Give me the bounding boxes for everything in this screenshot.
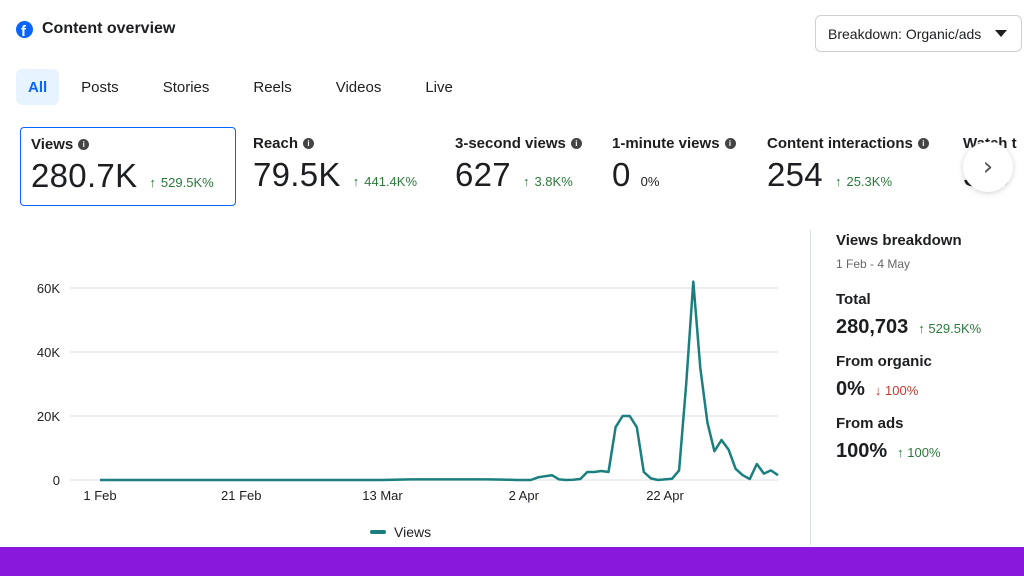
views-breakdown-panel: Views breakdown 1 Feb - 4 May Total 280,…: [836, 232, 1021, 463]
chart-x-axis: 1 Feb 21 Feb 13 Mar 2 Apr 22 Apr: [83, 488, 684, 503]
tab-posts[interactable]: Posts: [81, 78, 119, 96]
legend-swatch: [370, 530, 386, 534]
metric-value: 254: [767, 156, 823, 193]
views-line-chart: 0 20K 40K 60K 1 Feb 21 Feb 13 Mar 2 Apr 22 Apr: [37, 280, 779, 503]
metric-card-views[interactable]: Views i 280.7K ↑ 529.5K%: [20, 127, 236, 206]
x-tick-label: 21 Feb: [221, 488, 261, 503]
y-tick-label: 60K: [37, 281, 60, 296]
total-change: ↑ 529.5K%: [918, 321, 982, 336]
x-tick-label: 1 Feb: [83, 488, 116, 503]
metric-label: Views: [31, 136, 74, 153]
tab-all[interactable]: All: [16, 69, 60, 105]
x-tick-label: 22 Apr: [646, 488, 684, 503]
arrow-up-icon: ↑: [149, 175, 156, 190]
caret-down-icon: [995, 30, 1007, 37]
metric-change: ↑ 25.3K%: [834, 174, 893, 189]
chart-gridlines: [70, 287, 778, 481]
metric-change: ↑ 441.4K%: [352, 174, 418, 189]
tab-stories[interactable]: Stories: [162, 78, 210, 96]
arrow-up-icon: ↑: [834, 174, 842, 189]
total-value: 280,703: [836, 316, 909, 338]
info-icon[interactable]: i: [78, 139, 90, 150]
facebook-icon: f: [16, 20, 33, 38]
info-icon[interactable]: i: [724, 138, 736, 149]
y-tick-label: 0: [53, 473, 60, 488]
ads-value: 100%: [836, 440, 888, 462]
date-range: 1 Feb - 4 May: [836, 257, 911, 271]
metric-label: Content interactions: [767, 135, 913, 152]
info-icon[interactable]: i: [917, 138, 929, 149]
chart-y-axis: 0 20K 40K 60K: [37, 281, 60, 488]
metric-change: ↑ 3.8K%: [522, 174, 573, 189]
divider: [810, 230, 811, 545]
tab-reels[interactable]: Reels: [253, 78, 292, 96]
chevron-right-icon[interactable]: ›: [963, 142, 1013, 192]
content-type-tabs: All Posts Stories Reels Videos Live: [16, 69, 475, 105]
y-tick-label: 40K: [37, 345, 60, 360]
organic-change: ↓ 100%: [874, 383, 919, 398]
metric-label: 3-second views: [455, 135, 566, 152]
metric-card-3-second-views[interactable]: 3-second views i 627 ↑ 3.8K%: [445, 127, 582, 206]
tab-videos[interactable]: Videos: [335, 78, 382, 96]
tab-live[interactable]: Live: [425, 78, 453, 96]
x-tick-label: 2 Apr: [509, 488, 540, 503]
views-series-line: [100, 280, 779, 482]
legend-label: Views: [394, 524, 432, 540]
footer-bar: [0, 547, 1024, 576]
arrow-up-icon: ↑: [522, 174, 530, 189]
ads-label: From ads: [836, 415, 904, 432]
metric-card-1-minute-views[interactable]: 1-minute views i 0 0%: [602, 127, 736, 206]
metric-change: 0%: [640, 174, 660, 189]
arrow-up-icon: ↑: [352, 174, 360, 189]
metric-card-reach[interactable]: Reach i 79.5K ↑ 441.4K%: [243, 127, 417, 206]
ads-change: ↑ 100%: [897, 445, 941, 460]
metric-cards: Views i 280.7K ↑ 529.5K% Reach i 79.5K ↑ 441…: [20, 127, 1024, 207]
metric-value: 280.7K: [31, 157, 138, 194]
y-tick-label: 20K: [37, 409, 60, 424]
x-tick-label: 13 Mar: [362, 488, 403, 503]
metric-change: ↑ 529.5K%: [149, 175, 214, 190]
metric-label: Reach: [253, 135, 299, 152]
total-label: Total: [836, 291, 871, 308]
breakdown-dropdown-label: Breakdown: Organic/ads: [828, 25, 982, 42]
page-title: Content overview: [42, 20, 176, 37]
metric-card-content-interactions[interactable]: Content interactions i 254 ↑ 25.3K%: [757, 127, 929, 206]
info-icon[interactable]: i: [570, 138, 582, 149]
metric-value: 79.5K: [253, 156, 341, 193]
organic-label: From organic: [836, 353, 932, 370]
info-icon[interactable]: i: [303, 138, 315, 149]
metric-value: 627: [455, 156, 511, 193]
header: f Content overview: [16, 20, 175, 38]
metric-value: 0: [612, 156, 631, 193]
organic-value: 0%: [836, 378, 865, 400]
chart-legend: Views: [370, 524, 431, 540]
breakdown-dropdown[interactable]: Breakdown: Organic/ads: [815, 15, 1022, 52]
views-breakdown-title: Views breakdown: [836, 232, 962, 249]
metric-label: 1-minute views: [612, 135, 720, 152]
